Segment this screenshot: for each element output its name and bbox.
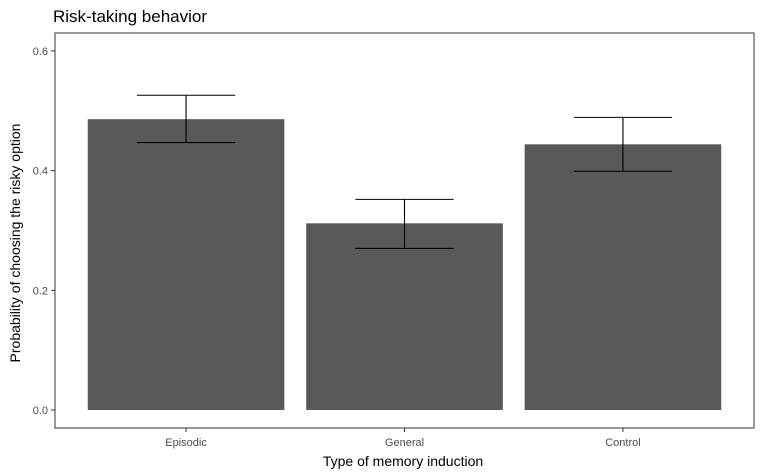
error-bar-control [573,116,673,172]
y-tick-label: 0.2 [33,285,48,297]
chart-title: Risk-taking behavior [53,7,207,26]
y-tick-label: 0.6 [33,46,48,58]
bar-general [306,223,503,411]
y-axis-title: Probability of choosing the risky option [7,124,23,363]
x-tick-label-general: General [385,437,424,449]
x-axis-title: Type of memory induction [323,453,483,469]
plot-area [87,94,722,411]
bar-control [524,144,722,411]
bar-episodic [87,119,285,411]
y-tick-label: 0.0 [33,405,48,417]
x-tick-label-control: Control [605,437,640,449]
y-tick-label: 0.4 [33,166,48,178]
error-bar-general [355,198,454,250]
x-tick-label-episodic: Episodic [165,437,207,449]
error-bar-episodic [136,94,236,144]
